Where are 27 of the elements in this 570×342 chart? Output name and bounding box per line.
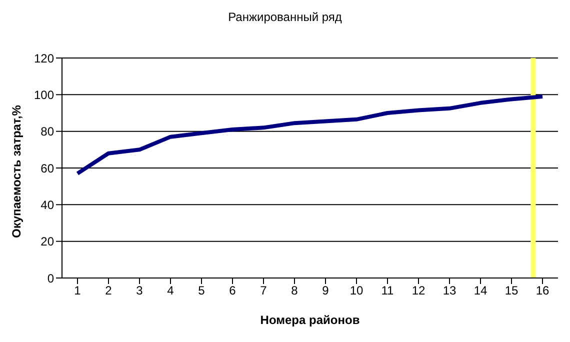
y-tick-label: 60 — [40, 161, 54, 176]
y-tick-label: 100 — [34, 88, 54, 102]
x-axis-title: Номера районов — [260, 313, 360, 327]
x-tick-label: 14 — [474, 284, 488, 298]
x-tick-label: 11 — [381, 284, 394, 298]
x-tick-label: 3 — [136, 284, 144, 298]
line-series — [76, 94, 544, 176]
chart-title: Ранжированный ряд — [227, 10, 343, 24]
y-tick-label: 120 — [34, 51, 54, 66]
x-tick-label: 8 — [291, 284, 298, 298]
y-tick-label: 40 — [40, 198, 54, 212]
y-tick-label: 20 — [40, 234, 54, 249]
x-tick-label: 12 — [412, 284, 426, 298]
x-tick-label: 13 — [442, 284, 456, 298]
x-tick-label: 1 — [74, 284, 82, 298]
x-tick-label: 9 — [322, 284, 330, 298]
x-tick-label: 7 — [260, 284, 268, 298]
x-tick-label: 10 — [350, 284, 364, 298]
x-tick-label: 4 — [167, 284, 174, 298]
x-tick-label: 15 — [504, 284, 518, 298]
x-tick-label: 16 — [536, 284, 550, 298]
x-tick-label: 5 — [198, 284, 206, 298]
y-axis-title: Окупаемость затрат,% — [9, 104, 24, 238]
x-tick-label: 2 — [105, 284, 112, 298]
y-tick-label: 0 — [47, 271, 54, 286]
x-tick-label: 6 — [229, 284, 236, 298]
y-tick-label: 80 — [40, 124, 54, 139]
